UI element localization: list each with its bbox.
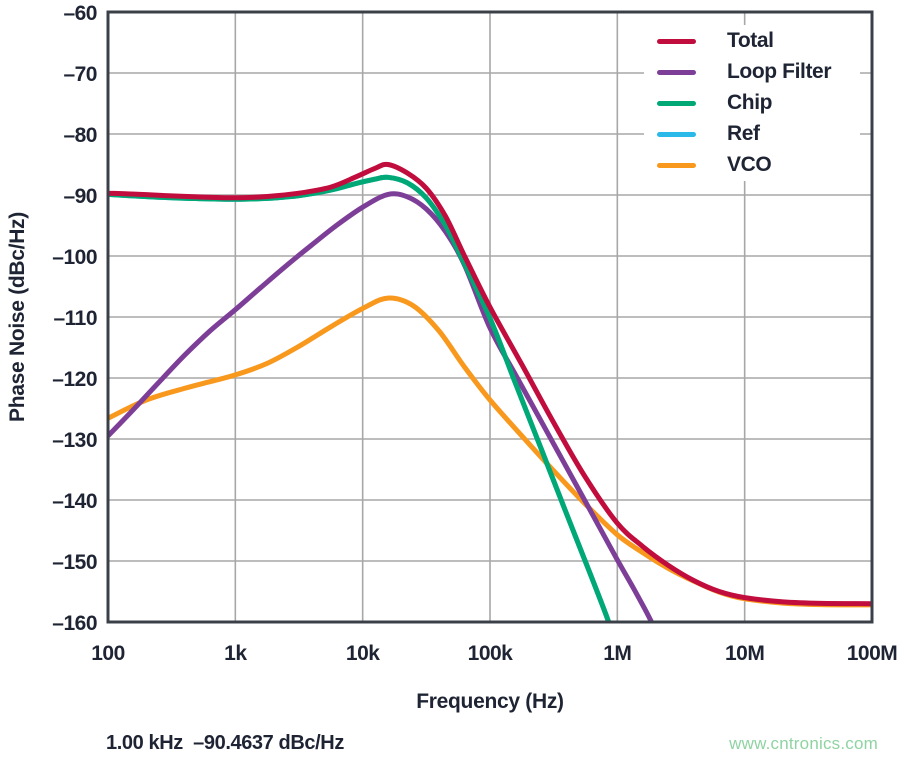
plot-frame xyxy=(106,10,874,624)
legend-label: Loop Filter xyxy=(727,60,832,83)
curve-layer xyxy=(108,161,872,622)
legend-label: Total xyxy=(727,29,774,52)
y-tick-label: –130 xyxy=(52,429,97,452)
curve-loop-filter xyxy=(108,191,655,622)
watermark-text: www.cntronics.com xyxy=(729,734,878,753)
legend-label: Ref xyxy=(727,122,760,145)
x-axis-title: Frequency (Hz) xyxy=(416,690,564,713)
y-tick-label: –120 xyxy=(52,368,97,391)
tick-labels: 100 1k 10k 100k 1M 10M 100M –60 –70 –80 –90 –100 –11… xyxy=(52,2,897,665)
curve-total xyxy=(108,161,872,607)
x-tick-label: 100k xyxy=(468,642,514,665)
y-tick-label: –60 xyxy=(63,2,97,25)
legend: Total Loop Filter Chip Ref VCO xyxy=(644,25,860,181)
y-tick-label: –80 xyxy=(63,124,97,147)
y-tick-label: –70 xyxy=(63,63,97,86)
legend-swatch-chip xyxy=(657,100,696,106)
legend-label: VCO xyxy=(727,153,772,176)
legend-label: Chip xyxy=(727,91,773,114)
x-tick-label: 1M xyxy=(603,642,631,665)
plot-border xyxy=(106,10,874,624)
legend-swatch-ref xyxy=(657,131,696,137)
x-tick-label: 100M xyxy=(847,642,898,665)
y-tick-label: –110 xyxy=(53,307,97,330)
x-tick-label: 10k xyxy=(346,642,380,665)
legend-item-vco: VCO xyxy=(644,152,860,178)
legend-item-ref: Ref xyxy=(644,121,860,147)
legend-swatch-vco xyxy=(657,162,696,168)
y-axis-title: Phase Noise (dBc/Hz) xyxy=(6,212,29,422)
legend-swatch-loop-filter xyxy=(657,69,696,75)
y-tick-label: –100 xyxy=(52,246,97,269)
legend-item-chip: Chip xyxy=(644,90,860,116)
y-tick-label: –140 xyxy=(52,490,97,513)
marker-readout: 1.00 kHz –90.4637 dBc/Hz xyxy=(106,732,344,754)
x-tick-label: 100 xyxy=(91,642,125,665)
legend-swatch-total xyxy=(657,38,696,44)
x-tick-label: 1k xyxy=(224,642,247,665)
y-tick-label: –150 xyxy=(52,551,97,574)
grid-layer xyxy=(108,12,872,622)
y-tick-label: –90 xyxy=(63,185,97,208)
legend-item-total: Total xyxy=(644,28,860,54)
legend-item-loop-filter: Loop Filter xyxy=(644,59,860,85)
y-tick-label: –160 xyxy=(52,612,97,635)
x-tick-label: 10M xyxy=(725,642,764,665)
